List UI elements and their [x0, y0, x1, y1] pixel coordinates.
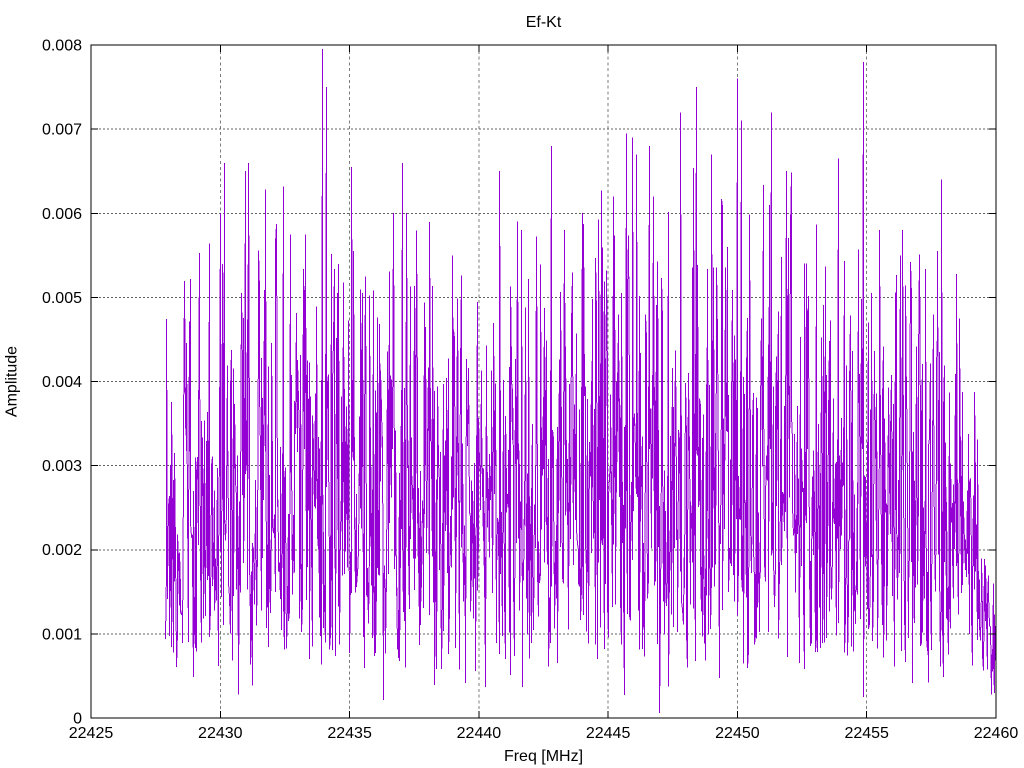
svg-text:22435: 22435 — [327, 725, 372, 742]
svg-text:Ef-Kt: Ef-Kt — [526, 14, 562, 31]
svg-text:0.002: 0.002 — [42, 542, 82, 559]
svg-text:22460: 22460 — [974, 725, 1019, 742]
svg-text:22440: 22440 — [457, 725, 502, 742]
svg-text:22455: 22455 — [844, 725, 889, 742]
svg-text:0.001: 0.001 — [42, 626, 82, 643]
svg-text:0.004: 0.004 — [42, 374, 82, 391]
svg-text:22430: 22430 — [198, 725, 243, 742]
svg-text:Freq [MHz]: Freq [MHz] — [504, 748, 583, 765]
svg-text:0.007: 0.007 — [42, 122, 82, 139]
svg-text:22425: 22425 — [69, 725, 114, 742]
svg-text:22445: 22445 — [586, 725, 631, 742]
svg-text:0.005: 0.005 — [42, 290, 82, 307]
svg-text:0.006: 0.006 — [42, 206, 82, 223]
svg-text:0.008: 0.008 — [42, 38, 82, 55]
svg-text:Amplitude: Amplitude — [4, 346, 21, 417]
svg-text:0.003: 0.003 — [42, 458, 82, 475]
svg-text:0: 0 — [73, 711, 82, 728]
svg-text:22450: 22450 — [715, 725, 760, 742]
